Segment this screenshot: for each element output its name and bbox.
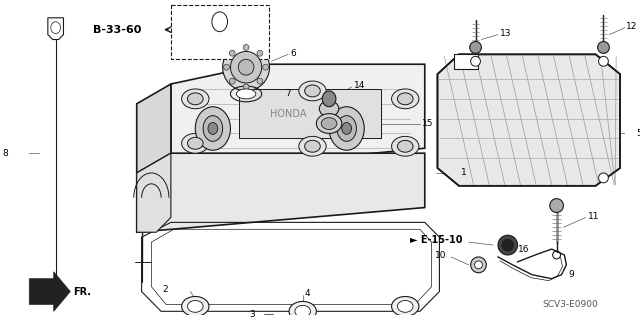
- Ellipse shape: [397, 300, 413, 312]
- Text: 9: 9: [568, 270, 574, 279]
- Polygon shape: [29, 272, 70, 311]
- Text: 12: 12: [626, 22, 637, 31]
- Polygon shape: [137, 153, 171, 232]
- Text: 13: 13: [500, 29, 511, 38]
- Text: 3: 3: [249, 310, 255, 319]
- Text: HONDA: HONDA: [270, 109, 307, 119]
- Ellipse shape: [257, 50, 263, 56]
- Polygon shape: [438, 54, 620, 186]
- Ellipse shape: [342, 122, 351, 134]
- Text: 16: 16: [518, 245, 529, 254]
- Ellipse shape: [392, 89, 419, 109]
- Text: 10: 10: [435, 251, 446, 261]
- Text: SCV3-E0900: SCV3-E0900: [542, 300, 598, 309]
- Ellipse shape: [223, 43, 269, 91]
- Ellipse shape: [319, 101, 339, 117]
- Ellipse shape: [305, 85, 320, 97]
- Text: B-33-60: B-33-60: [93, 25, 141, 35]
- Text: 7: 7: [285, 89, 291, 98]
- Ellipse shape: [238, 59, 254, 75]
- Ellipse shape: [257, 78, 263, 84]
- Ellipse shape: [229, 50, 235, 56]
- Ellipse shape: [236, 89, 256, 99]
- Text: 2: 2: [163, 285, 168, 294]
- Polygon shape: [137, 153, 425, 232]
- Ellipse shape: [392, 296, 419, 316]
- Ellipse shape: [203, 115, 223, 141]
- Ellipse shape: [188, 300, 203, 312]
- Ellipse shape: [397, 140, 413, 152]
- Ellipse shape: [329, 107, 364, 150]
- Ellipse shape: [322, 91, 336, 107]
- Ellipse shape: [182, 133, 209, 153]
- Text: 15: 15: [422, 119, 433, 128]
- Ellipse shape: [397, 93, 413, 105]
- Polygon shape: [454, 54, 479, 69]
- Ellipse shape: [392, 137, 419, 156]
- Ellipse shape: [475, 261, 483, 269]
- Ellipse shape: [195, 107, 230, 150]
- Text: FR.: FR.: [73, 286, 92, 297]
- Ellipse shape: [289, 301, 316, 319]
- Ellipse shape: [321, 118, 337, 130]
- Ellipse shape: [262, 64, 269, 70]
- Ellipse shape: [598, 173, 609, 183]
- Ellipse shape: [470, 56, 481, 66]
- Ellipse shape: [470, 41, 481, 53]
- Ellipse shape: [498, 235, 518, 255]
- Text: 11: 11: [588, 212, 599, 221]
- Ellipse shape: [223, 64, 230, 70]
- Ellipse shape: [208, 122, 218, 134]
- Ellipse shape: [550, 199, 563, 212]
- Ellipse shape: [502, 239, 514, 251]
- Text: ► E-15-10: ► E-15-10: [410, 235, 463, 245]
- Ellipse shape: [243, 84, 249, 90]
- Ellipse shape: [229, 78, 235, 84]
- Ellipse shape: [305, 140, 320, 152]
- Ellipse shape: [299, 81, 326, 101]
- Polygon shape: [48, 18, 63, 40]
- Text: 6: 6: [290, 49, 296, 58]
- Text: 5: 5: [637, 129, 640, 138]
- Bar: [171, 5, 269, 59]
- Ellipse shape: [182, 296, 209, 316]
- Ellipse shape: [598, 41, 609, 53]
- Ellipse shape: [598, 56, 609, 66]
- Text: 1: 1: [461, 168, 467, 177]
- Text: 14: 14: [353, 81, 365, 91]
- Ellipse shape: [470, 257, 486, 273]
- Ellipse shape: [188, 137, 203, 149]
- Ellipse shape: [243, 44, 249, 50]
- Ellipse shape: [295, 305, 310, 317]
- Ellipse shape: [337, 115, 356, 141]
- Polygon shape: [239, 89, 381, 138]
- Ellipse shape: [316, 114, 342, 133]
- Polygon shape: [137, 84, 171, 173]
- Ellipse shape: [182, 89, 209, 109]
- Ellipse shape: [188, 93, 203, 105]
- Text: 4: 4: [305, 289, 310, 298]
- Polygon shape: [171, 64, 425, 173]
- Text: 8: 8: [2, 149, 8, 158]
- Ellipse shape: [299, 137, 326, 156]
- Ellipse shape: [230, 51, 262, 83]
